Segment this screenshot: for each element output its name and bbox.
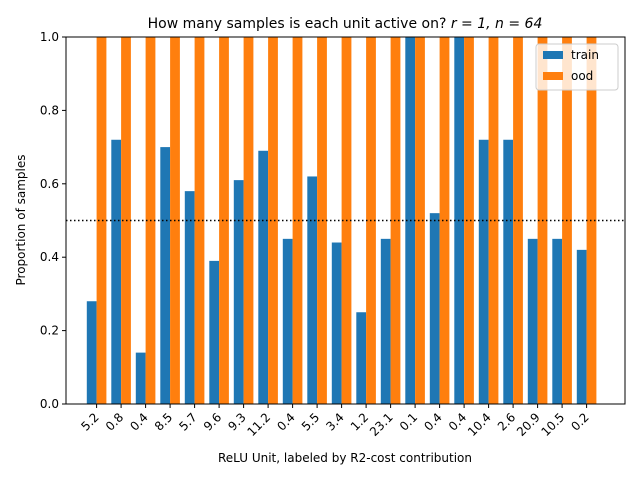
x-tick-label: 20.9 xyxy=(514,410,543,439)
bar-train xyxy=(576,249,587,404)
bar-ood xyxy=(488,37,499,404)
x-tick-label: 0.4 xyxy=(274,410,297,433)
legend-swatch-ood xyxy=(543,72,563,80)
y-tick-label: 1.0 xyxy=(40,30,59,44)
x-tick-label: 10.5 xyxy=(538,410,567,439)
bar-train xyxy=(184,191,195,404)
plot-frame xyxy=(65,36,626,405)
x-tick-label: 0.1 xyxy=(397,410,420,433)
bar-ood xyxy=(464,37,474,404)
bar-train xyxy=(160,147,171,404)
plot-area: 0.00.20.40.60.81.05.2 0.8 0.4 8.5 5.7 9.6 9.31… xyxy=(40,30,626,439)
legend-label-train: train xyxy=(571,48,599,62)
bar-ood xyxy=(243,37,254,404)
bar-ood xyxy=(268,37,278,404)
bar-ood xyxy=(219,37,229,404)
x-tick-label: 3.4 xyxy=(323,410,346,433)
bar-train xyxy=(380,238,391,404)
bar-train xyxy=(233,180,244,404)
legend: train ood xyxy=(535,43,619,91)
x-tick-label: 0.2 xyxy=(568,410,591,433)
legend-swatch-train xyxy=(543,51,563,59)
bar-train xyxy=(356,312,367,404)
y-tick-label: 0.0 xyxy=(40,397,59,411)
bar-ood xyxy=(96,37,107,404)
x-tick-label: 9.6 xyxy=(201,410,224,433)
y-tick-label: 0.2 xyxy=(40,324,59,338)
bar-train xyxy=(209,260,220,404)
x-tick-label: 0.8 xyxy=(103,410,126,433)
chart-title: How many samples is each unit active on?… xyxy=(148,16,543,32)
y-axis-title: Proportion of samples xyxy=(14,155,28,286)
chart-title-text: How many samples is each unit active on? xyxy=(148,16,451,32)
y-tick-label: 0.6 xyxy=(40,177,59,191)
bar-ood xyxy=(292,37,303,404)
legend-label-ood: ood xyxy=(571,69,593,83)
bar-train xyxy=(527,238,538,404)
x-tick-label: 8.5 xyxy=(152,410,175,433)
bar-train xyxy=(282,238,293,404)
bar-train xyxy=(429,213,440,404)
x-tick-label: 0.4 xyxy=(127,410,150,433)
x-tick-label: 11.2 xyxy=(244,410,273,439)
bar-train xyxy=(503,139,514,404)
bar-train xyxy=(86,301,97,404)
bar-train xyxy=(111,139,122,404)
bar-ood xyxy=(439,37,450,404)
chart-title-math: r = 1, n = 64 xyxy=(451,16,543,32)
bar-train xyxy=(307,176,318,404)
x-tick-label: 23.1 xyxy=(367,410,396,439)
bar-train xyxy=(258,150,269,404)
bar-train xyxy=(478,139,489,404)
y-tick-label: 0.4 xyxy=(40,250,59,264)
x-axis-title: ReLU Unit, labeled by R2-cost contributi… xyxy=(218,451,472,465)
y-tick-label: 0.8 xyxy=(40,103,59,117)
x-tick-label: 5.7 xyxy=(176,410,199,433)
x-tick-label: 10.4 xyxy=(465,410,494,439)
x-tick-label: 5.5 xyxy=(299,410,322,433)
bar-train xyxy=(135,352,146,404)
x-tick-label: 0.4 xyxy=(421,410,444,433)
bar-train xyxy=(552,238,563,404)
bar-train xyxy=(331,242,342,404)
x-tick-label: 5.2 xyxy=(78,410,101,433)
bar-ood xyxy=(415,37,425,404)
